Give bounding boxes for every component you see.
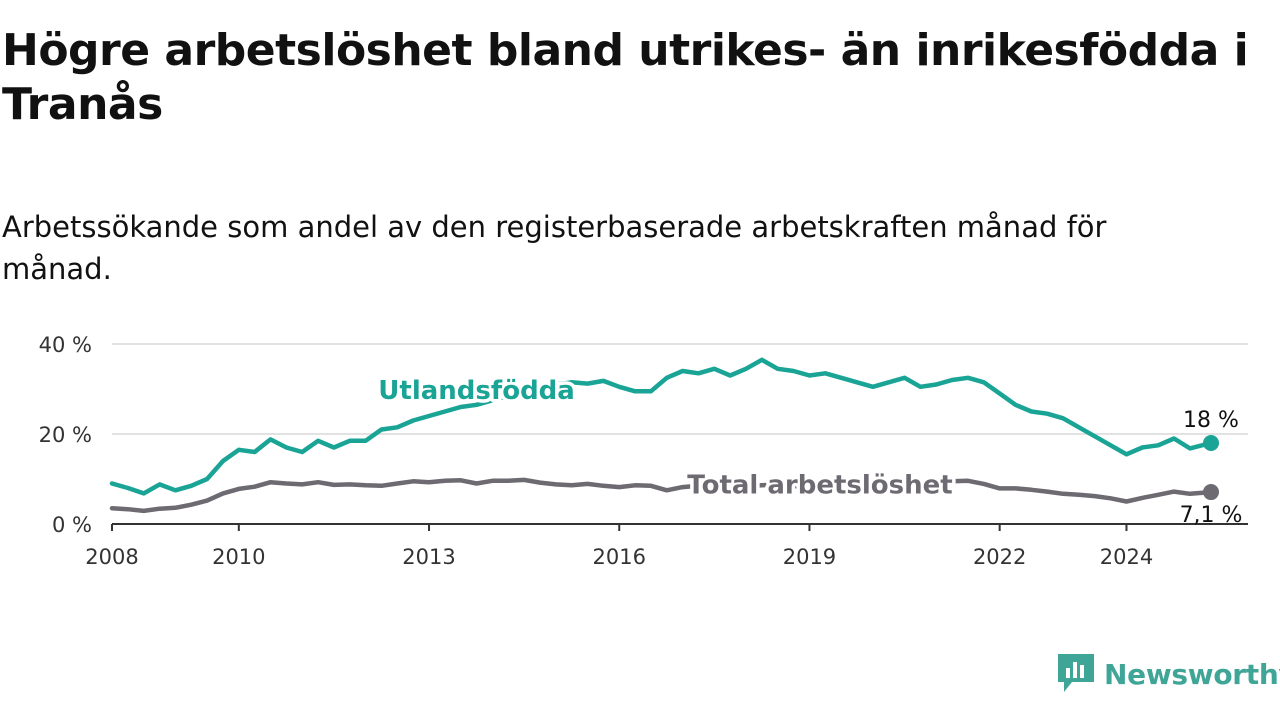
brand-name: Newsworthy <box>1104 657 1280 691</box>
brand-logo: Newsworthy <box>1058 654 1280 694</box>
series-line <box>109 357 1214 496</box>
series-end-point <box>1203 484 1220 501</box>
newsworthy-logo-icon <box>1058 654 1094 692</box>
line-chart: 0 % 20 % 40 % 2008 2010 2013 2016 2019 2022 2024 1… <box>39 333 1248 569</box>
x-tick-label: 2010 <box>212 545 265 569</box>
x-tick-label: 2019 <box>783 545 836 569</box>
x-tick-label: 2024 <box>1100 545 1153 569</box>
series-line <box>109 477 1214 514</box>
y-tick-label: 20 % <box>39 423 92 447</box>
y-tick-label: 40 % <box>39 333 92 357</box>
chart-title: Högre arbetslöshet bland utrikes- än inr… <box>2 25 1249 130</box>
series-name-label: Total arbetslöshet <box>687 470 952 500</box>
x-tick-label: 2022 <box>973 545 1026 569</box>
series-end-point <box>1203 435 1220 451</box>
x-tick-label: 2013 <box>402 545 455 569</box>
x-tick-label: 2008 <box>85 545 138 569</box>
y-tick-label: 0 % <box>52 513 92 537</box>
series-end-label: 18 % <box>1183 408 1239 433</box>
series-end-label: 7,1 % <box>1180 503 1243 528</box>
chart-subtitle: Arbetssökande som andel av den registerb… <box>2 210 1107 286</box>
series-name-label: Utlandsfödda <box>378 376 575 406</box>
x-tick-label: 2016 <box>593 545 646 569</box>
